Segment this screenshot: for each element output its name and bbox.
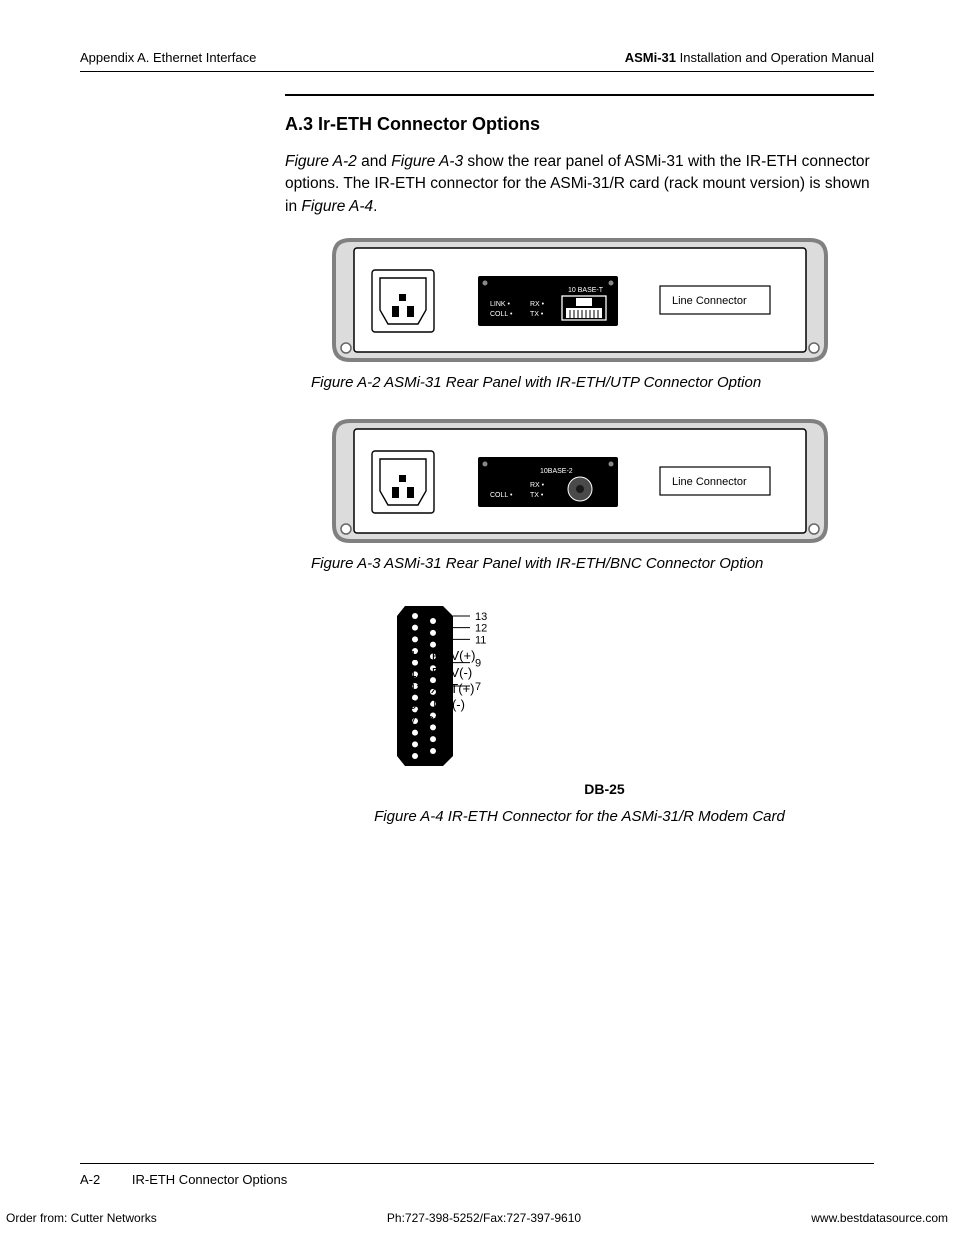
rear-panel-bnc: 10BASE-2 RX • COLL • TX • Line Connector	[330, 417, 830, 545]
order-footer: Order from: Cutter Networks Ph:727-398-5…	[0, 1211, 954, 1225]
page-header: Appendix A. Ethernet Interface ASMi-31 I…	[80, 50, 874, 65]
svg-text:9: 9	[475, 658, 481, 670]
page-number: A-2	[80, 1172, 100, 1187]
footer-section-name: IR-ETH Connector Options	[132, 1172, 287, 1187]
svg-text:Line Connector: Line Connector	[672, 476, 747, 488]
svg-text:12: 12	[475, 623, 487, 635]
content-column: A.3 Ir-ETH Connector Options Figure A-2 …	[285, 94, 874, 825]
screw-icon	[341, 524, 351, 534]
svg-text:13: 13	[475, 611, 487, 623]
intro-paragraph: Figure A-2 and Figure A-3 show the rear …	[285, 151, 874, 218]
header-left: Appendix A. Ethernet Interface	[80, 50, 256, 65]
figure-a4: (13) RCV(+)(12) RCV(-)(11) XMT(+)(9) XMT…	[285, 598, 874, 798]
phone-fax: Ph:727-398-5252/Fax:727-397-9610	[387, 1211, 581, 1225]
screw-icon	[341, 343, 351, 353]
line-connector-box: Line Connector	[660, 286, 770, 314]
figure-a3: 10BASE-2 RX • COLL • TX • Line Connector	[311, 417, 848, 545]
figure-a2-caption: Figure A-2 ASMi-31 Rear Panel with IR-ET…	[311, 374, 874, 391]
ir-eth-module-utp: 10 BASE-T LINK • COLL • RX • TX •	[478, 276, 618, 326]
svg-text:11: 11	[475, 635, 486, 647]
db25-label: DB-25	[335, 781, 874, 797]
ir-eth-module-bnc: 10BASE-2 RX • COLL • TX •	[478, 457, 618, 507]
header-right: ASMi-31 Installation and Operation Manua…	[625, 50, 874, 65]
page-footer: A-2 IR-ETH Connector Options	[80, 1163, 874, 1187]
screw-icon	[809, 343, 819, 353]
svg-text:10 BASE-T: 10 BASE-T	[568, 287, 604, 294]
website-url: www.bestdatasource.com	[811, 1211, 948, 1225]
svg-text:COLL •: COLL •	[490, 311, 513, 318]
footer-rule	[80, 1163, 874, 1164]
rear-panel-utp: 10 BASE-T LINK • COLL • RX • TX •	[330, 236, 830, 364]
db25-pin-labels: (13) RCV(+)(12) RCV(-)(11) XMT(+)(9) XMT…	[405, 648, 475, 729]
line-connector-box: Line Connector	[660, 467, 770, 495]
svg-text:Line Connector: Line Connector	[672, 295, 747, 307]
svg-text:10BASE-2: 10BASE-2	[540, 468, 573, 475]
svg-text:RX •: RX •	[530, 482, 545, 489]
order-from: Order from: Cutter Networks	[6, 1211, 157, 1225]
rule-thin	[80, 71, 874, 72]
svg-text:7: 7	[475, 681, 481, 693]
figure-a2: 10 BASE-T LINK • COLL • RX • TX •	[311, 236, 848, 364]
svg-text:LINK •: LINK •	[490, 301, 511, 308]
section-heading: A.3 Ir-ETH Connector Options	[285, 114, 874, 135]
rule-thick	[285, 94, 874, 96]
figure-a4-caption: Figure A-4 IR-ETH Connector for the ASMi…	[285, 808, 874, 825]
svg-text:RX •: RX •	[530, 301, 545, 308]
svg-text:TX •: TX •	[530, 311, 544, 318]
figure-a3-caption: Figure A-3 ASMi-31 Rear Panel with IR-ET…	[311, 555, 874, 572]
svg-text:TX •: TX •	[530, 492, 544, 499]
svg-text:COLL •: COLL •	[490, 492, 513, 499]
screw-icon	[809, 524, 819, 534]
